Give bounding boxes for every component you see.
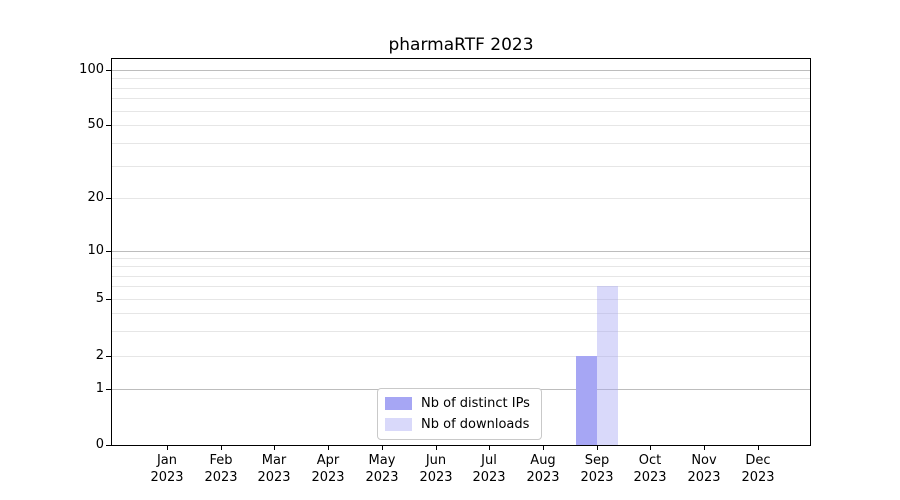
legend: Nb of distinct IPs Nb of downloads — [377, 388, 542, 440]
major-gridline — [112, 70, 810, 71]
x-tick-label: Nov 2023 — [687, 453, 721, 485]
minor-gridline — [112, 258, 810, 259]
x-tick-label: May 2023 — [365, 453, 399, 485]
y-tick-label: 100 — [79, 62, 104, 77]
x-tick-mark — [382, 446, 383, 450]
y-tick-mark — [106, 389, 111, 390]
minor-gridline — [112, 356, 810, 357]
y-tick-mark — [106, 299, 111, 300]
y-tick-mark — [106, 198, 111, 199]
minor-gridline — [112, 78, 810, 79]
x-tick-mark — [758, 446, 759, 450]
x-tick-mark — [328, 446, 329, 450]
x-tick-label: Aug 2023 — [526, 453, 560, 485]
x-tick-mark — [167, 446, 168, 450]
x-tick-label: Apr 2023 — [311, 453, 345, 485]
y-tick-label: 50 — [87, 117, 104, 132]
y-tick-label: 2 — [95, 348, 104, 363]
y-tick-label: 10 — [87, 243, 104, 258]
legend-label: Nb of downloads — [421, 417, 530, 432]
plot-area: Nb of distinct IPs Nb of downloads — [111, 58, 811, 446]
minor-gridline — [112, 143, 810, 144]
x-tick-label: Jun 2023 — [419, 453, 453, 485]
major-gridline — [112, 251, 810, 252]
y-tick-label: 20 — [87, 190, 104, 205]
y-tick-mark — [106, 356, 111, 357]
minor-gridline — [112, 299, 810, 300]
chart-title: pharmaRTF 2023 — [388, 35, 534, 55]
x-tick-label: Mar 2023 — [257, 453, 291, 485]
x-tick-mark — [704, 446, 705, 450]
legend-label: Nb of distinct IPs — [421, 396, 530, 411]
x-tick-mark — [436, 446, 437, 450]
legend-swatch-distinct-ips-icon — [385, 397, 412, 410]
x-tick-mark — [543, 446, 544, 450]
minor-gridline — [112, 198, 810, 199]
legend-entry-distinct-ips: Nb of distinct IPs — [385, 395, 530, 412]
x-tick-label: Jan 2023 — [150, 453, 184, 485]
y-tick-mark — [106, 70, 111, 71]
x-tick-label: Sep 2023 — [580, 453, 614, 485]
minor-gridline — [112, 111, 810, 112]
x-tick-label: Oct 2023 — [633, 453, 667, 485]
x-tick-mark — [221, 446, 222, 450]
y-tick-label: 5 — [95, 291, 104, 306]
minor-gridline — [112, 286, 810, 287]
minor-gridline — [112, 266, 810, 267]
x-tick-mark — [274, 446, 275, 450]
legend-swatch-downloads-icon — [385, 418, 412, 431]
minor-gridline — [112, 331, 810, 332]
x-tick-mark — [597, 446, 598, 450]
x-tick-label: Jul 2023 — [472, 453, 506, 485]
y-tick-label: 0 — [95, 437, 104, 452]
minor-gridline — [112, 276, 810, 277]
x-tick-label: Feb 2023 — [204, 453, 238, 485]
x-tick-mark — [489, 446, 490, 450]
x-tick-label: Dec 2023 — [741, 453, 775, 485]
minor-gridline — [112, 88, 810, 89]
minor-gridline — [112, 98, 810, 99]
legend-entry-downloads: Nb of downloads — [385, 416, 530, 433]
minor-gridline — [112, 166, 810, 167]
bar-distinct-ips — [576, 356, 597, 445]
bar-downloads — [597, 286, 618, 445]
minor-gridline — [112, 313, 810, 314]
y-tick-label: 1 — [95, 381, 104, 396]
y-tick-mark — [106, 251, 111, 252]
minor-gridline — [112, 125, 810, 126]
y-tick-mark — [106, 125, 111, 126]
y-tick-mark — [106, 445, 111, 446]
x-tick-mark — [650, 446, 651, 450]
